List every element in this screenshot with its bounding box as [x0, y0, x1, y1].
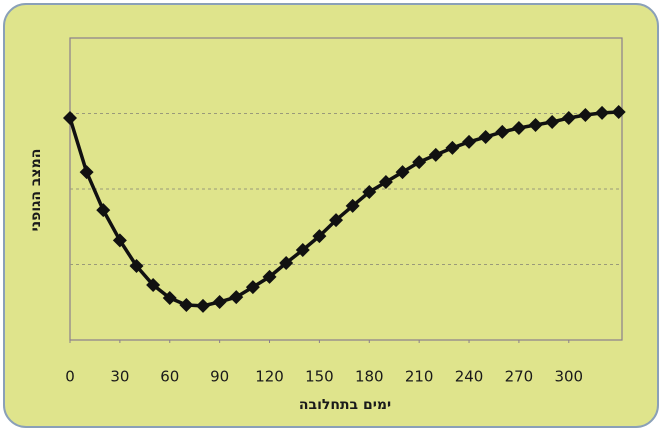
data-point	[262, 269, 277, 284]
x-tick-label: 90	[210, 368, 229, 386]
x-tick-label: 60	[160, 368, 179, 386]
data-point	[63, 111, 77, 126]
data-point	[129, 259, 144, 274]
data-point	[162, 291, 177, 306]
data-point	[96, 203, 111, 218]
x-tick-label: 240	[455, 368, 484, 386]
x-axis-title: ימים בתחלובה	[299, 397, 391, 413]
data-point	[462, 134, 477, 149]
data-point	[345, 198, 360, 213]
data-point	[212, 294, 227, 309]
data-point	[378, 175, 393, 190]
x-tick-label: 210	[405, 368, 434, 386]
data-point	[478, 130, 493, 145]
data-point	[445, 140, 460, 155]
data-point	[196, 298, 211, 313]
x-tick-label: 270	[505, 368, 534, 386]
data-point	[561, 111, 576, 126]
data-point	[295, 243, 310, 258]
data-point	[312, 229, 327, 244]
data-point	[362, 185, 377, 200]
x-tick-label: 30	[110, 368, 129, 386]
data-point	[112, 233, 127, 248]
data-line	[68, 110, 619, 308]
data-point	[279, 255, 294, 270]
data-point	[511, 120, 526, 135]
x-tick-label: 180	[355, 368, 384, 386]
data-point	[611, 104, 626, 119]
data-point	[329, 213, 344, 228]
data-point	[229, 290, 244, 305]
data-point	[179, 297, 194, 312]
x-tick-label: 300	[554, 368, 583, 386]
data-point	[545, 114, 560, 129]
x-tick-label: 120	[255, 368, 284, 386]
data-point	[578, 108, 593, 123]
data-point	[528, 117, 543, 132]
data-point	[245, 280, 260, 295]
data-point	[146, 278, 161, 293]
data-point	[428, 147, 443, 162]
data-point	[412, 155, 427, 170]
y-axis-title: המצב הגופני	[28, 149, 44, 232]
data-point	[595, 105, 610, 120]
data-point	[79, 165, 94, 180]
x-tick-label: 150	[305, 368, 334, 386]
data-point	[395, 165, 410, 180]
x-tick-label: 0	[65, 368, 75, 386]
data-point	[495, 124, 510, 139]
